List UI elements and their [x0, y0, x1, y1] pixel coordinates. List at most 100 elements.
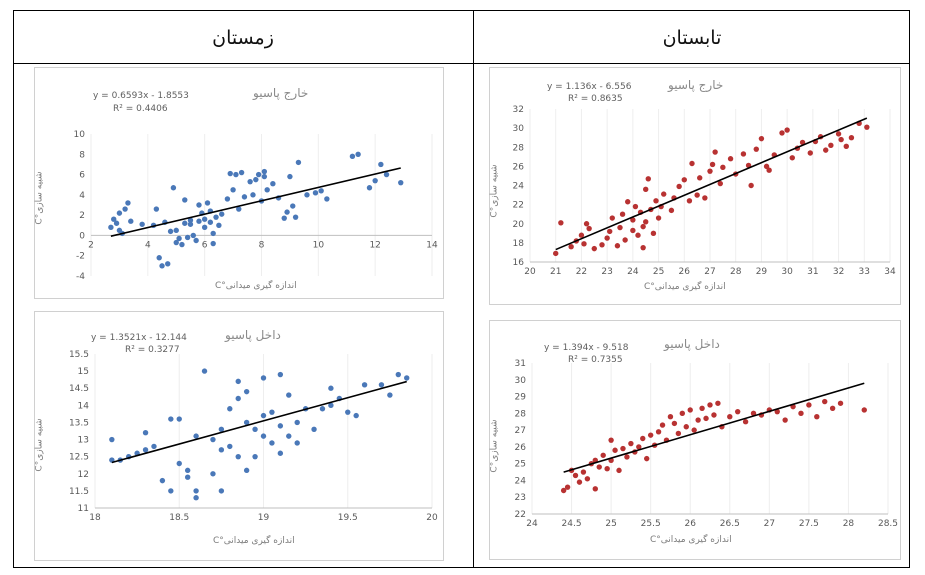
- data-point: [717, 180, 723, 187]
- trend-line: [563, 382, 865, 473]
- y-tick-label: 2: [79, 211, 85, 221]
- summer-outside-plot: 20 21 22 23 24 25 26 27 28 29 30 31 32 33 34 16 18 20 22 24…: [513, 105, 896, 277]
- data-point: [284, 209, 290, 215]
- x-tick-label: 24: [526, 519, 538, 529]
- data-point: [608, 437, 614, 443]
- data-point: [784, 127, 790, 133]
- data-point: [653, 198, 659, 204]
- y-tick-label: 28: [513, 143, 525, 153]
- data-point: [635, 232, 641, 238]
- data-point: [740, 151, 747, 157]
- data-point: [167, 228, 174, 235]
- data-point: [201, 216, 208, 222]
- data-point: [151, 443, 157, 450]
- data-point: [235, 453, 241, 460]
- data-point: [187, 217, 194, 223]
- table-column-divider: [473, 10, 474, 568]
- data-point: [159, 263, 165, 269]
- data-point: [581, 241, 587, 247]
- x-tick-label: 6: [202, 240, 208, 250]
- y-tick-label: 14.5: [69, 384, 89, 394]
- data-point: [128, 218, 134, 224]
- data-point: [782, 417, 788, 423]
- data-point: [583, 221, 590, 227]
- data-point: [113, 220, 120, 226]
- y-tick-label: 10: [74, 130, 86, 140]
- data-point: [295, 159, 302, 166]
- winter-inside-equation: y = 1.3521x - 12.144: [91, 333, 187, 343]
- data-point: [250, 192, 256, 198]
- data-point: [294, 419, 300, 426]
- data-point: [668, 207, 675, 214]
- data-point: [616, 467, 622, 474]
- data-point: [218, 426, 225, 432]
- table-header-divider: [13, 63, 910, 64]
- data-point: [139, 221, 145, 227]
- y-tick-label: 0: [79, 231, 85, 241]
- y-tick-label: 11: [78, 504, 89, 514]
- data-point: [173, 239, 179, 246]
- data-point: [753, 146, 759, 152]
- summer-outside-r2: R² = 0.8635: [568, 94, 623, 104]
- data-point: [378, 161, 384, 168]
- data-point: [699, 405, 705, 411]
- y-tick-label: 22: [515, 510, 526, 520]
- x-tick-label: 18: [89, 513, 101, 523]
- winter-column-header: زمستان: [212, 27, 274, 49]
- data-point: [578, 232, 585, 238]
- data-point: [695, 417, 701, 423]
- data-point: [655, 215, 662, 221]
- data-point: [108, 224, 114, 231]
- data-point: [720, 164, 726, 171]
- y-tick-label: 30: [513, 124, 525, 134]
- y-tick-label: 32: [513, 105, 524, 115]
- y-tick-label: -4: [76, 272, 85, 282]
- data-point: [353, 412, 359, 419]
- data-point: [789, 155, 795, 161]
- data-point: [807, 150, 813, 156]
- data-point: [580, 469, 587, 475]
- data-point: [261, 173, 268, 180]
- data-point: [838, 136, 844, 143]
- data-point: [233, 171, 239, 178]
- x-tick-label: 18.5: [169, 513, 189, 523]
- data-point: [591, 245, 597, 252]
- data-point: [644, 455, 650, 462]
- data-point: [727, 156, 734, 162]
- data-point: [328, 385, 334, 391]
- data-point: [269, 409, 275, 415]
- x-tick-label: 22: [576, 267, 587, 277]
- data-point: [640, 435, 646, 442]
- data-point: [190, 232, 196, 239]
- data-point: [691, 427, 697, 433]
- x-tick-label: 31: [807, 267, 818, 277]
- data-point: [798, 410, 804, 417]
- data-point: [170, 185, 177, 191]
- data-point: [122, 206, 128, 212]
- x-tick-label: 21: [550, 267, 561, 277]
- data-point: [383, 171, 390, 178]
- data-point: [260, 412, 267, 419]
- data-point: [227, 170, 233, 177]
- x-tick-label: 19.5: [338, 513, 358, 523]
- data-point: [210, 240, 216, 247]
- x-tick-label: 28.5: [878, 519, 898, 529]
- y-tick-label: 22: [513, 201, 524, 211]
- data-point: [366, 185, 373, 191]
- y-tick-label: 6: [79, 171, 85, 181]
- data-point: [219, 211, 225, 217]
- data-point: [318, 188, 324, 194]
- data-point: [806, 402, 812, 408]
- data-point: [173, 227, 179, 234]
- winter-outside-ylabel: شبیه سازی°C: [34, 171, 45, 225]
- data-point: [292, 214, 299, 220]
- data-point: [586, 225, 592, 232]
- data-point: [165, 261, 171, 267]
- data-point: [612, 447, 618, 453]
- data-point: [269, 440, 275, 446]
- data-point: [227, 443, 233, 450]
- data-point: [179, 241, 185, 248]
- data-point: [604, 466, 610, 472]
- y-tick-label: 18: [513, 239, 525, 249]
- data-point: [676, 183, 682, 190]
